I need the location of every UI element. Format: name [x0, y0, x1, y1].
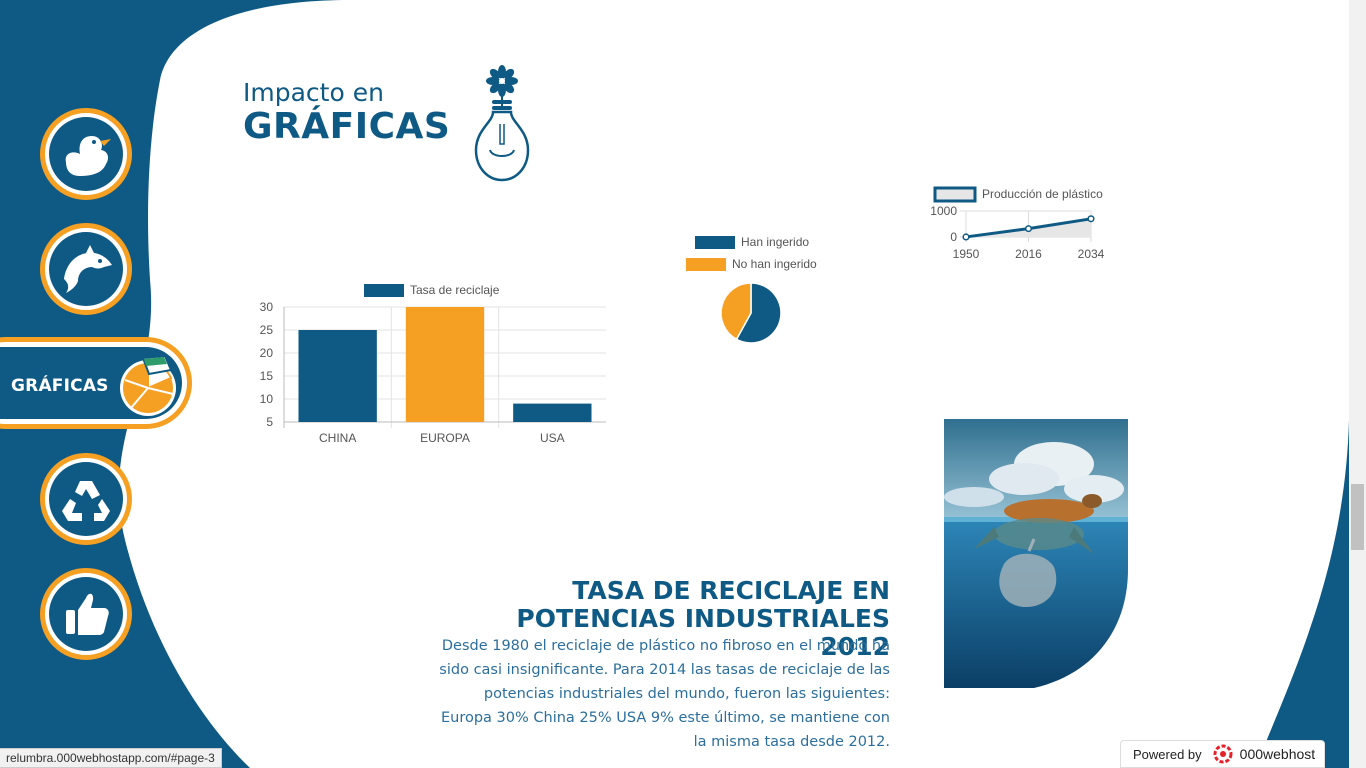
- scrollbar-thumb[interactable]: [1351, 484, 1364, 550]
- status-bar-url: relumbra.000webhostapp.com/#page-3: [0, 748, 222, 768]
- bar-x-tick: CHINA: [319, 431, 356, 445]
- bar-china: [298, 330, 377, 422]
- section-body-line: Desde 1980 el reciclaje de plástico no f…: [441, 638, 890, 654]
- powered-by-label: Powered by: [1133, 746, 1202, 762]
- powered-by-brand: 000webhost: [1239, 746, 1316, 762]
- bar-x-tick: USA: [540, 431, 565, 445]
- page-scrollbar[interactable]: [1349, 0, 1366, 768]
- line-point: [962, 233, 970, 241]
- line-legend-swatch: [933, 186, 977, 203]
- page-title: GRÁFICAS: [243, 106, 451, 147]
- recycle-icon: [62, 481, 110, 521]
- bar-y-tick: 15: [260, 369, 274, 383]
- nav-graficas-label: GRÁFICAS: [11, 376, 109, 396]
- bar-usa: [513, 403, 592, 422]
- line-legend-label: Producción de plástico: [982, 187, 1103, 201]
- page-subtitle: Impacto en: [243, 78, 384, 107]
- section-title-line-1: TASA DE RECICLAJE EN: [572, 576, 890, 605]
- duck-icon: [65, 136, 111, 176]
- bar-legend-swatch: [364, 284, 404, 297]
- bar-europa: [405, 307, 485, 422]
- pie-slice-1: [735, 282, 782, 344]
- recycling-bar-chart: Tasa de reciclaje 30 25 20 15 10 5 CHINA EUROP…: [260, 283, 606, 445]
- pie-legend-swatch-2: [686, 258, 726, 271]
- section-title: TASA DE RECICLAJE EN POTENCIAS INDUSTRIA…: [440, 577, 890, 661]
- nav-like-button[interactable]: [40, 568, 132, 660]
- line-point: [1024, 225, 1033, 233]
- ingestion-pie-chart: Han ingerido No han ingerido: [686, 235, 817, 344]
- pie-chart-icon: [120, 354, 176, 416]
- section-body-line: sido casi insignificante. Para 2014 las …: [439, 662, 890, 678]
- pie-legend-label-1: Han ingerido: [741, 235, 809, 249]
- thumbs-up-icon: [66, 593, 109, 635]
- nav-dolphin-button[interactable]: [40, 223, 132, 315]
- plastic-production-line-chart: Producción de plástico 1000 0 1950 2016 203…: [930, 186, 1105, 261]
- bar-y-tick: 10: [260, 392, 274, 406]
- section-body-line: la misma tasa desde 2012.: [693, 734, 890, 750]
- bar-y-tick: 20: [260, 346, 274, 360]
- line-x-tick: 2034: [1078, 247, 1105, 261]
- 000webhost-logo-icon: [1213, 744, 1233, 764]
- line-area: [966, 218, 1091, 237]
- sea-turtle-plastic-photo: [944, 419, 1128, 688]
- section-body: Desde 1980 el reciclaje de plástico no f…: [430, 634, 890, 754]
- line-y-tick: 1000: [930, 204, 957, 218]
- nav-recycle-button[interactable]: [40, 453, 132, 545]
- bar-x-tick: EUROPA: [420, 431, 470, 445]
- section-body-line: Europa 30% China 25% USA 9% este último,…: [440, 710, 890, 726]
- line-point: [1087, 215, 1095, 223]
- pie-legend-swatch-1: [695, 236, 735, 249]
- bar-y-tick: 25: [260, 323, 274, 337]
- powered-by-badge[interactable]: Powered by 000webhost: [1120, 740, 1325, 768]
- pie-legend-label-2: No han ingerido: [732, 257, 817, 271]
- section-title-line-2: POTENCIAS INDUSTRIALES 2012: [516, 604, 890, 661]
- bar-legend-label: Tasa de reciclaje: [410, 283, 500, 297]
- line-y-tick: 0: [950, 230, 957, 244]
- bar-y-tick: 5: [266, 415, 273, 429]
- lightbulb-flower-icon: [474, 65, 530, 182]
- nav-duck-button[interactable]: [40, 108, 132, 200]
- section-body-line: potencias industriales del mundo, fueron…: [483, 686, 890, 702]
- line-x-tick: 2016: [1015, 247, 1042, 261]
- dolphin-icon: [64, 245, 112, 293]
- right-wave: [1255, 420, 1349, 768]
- nav-graficas-button[interactable]: GRÁFICAS: [0, 337, 192, 429]
- line-x-tick: 1950: [953, 247, 980, 261]
- pie-slice-2: [720, 282, 752, 341]
- bar-y-tick: 30: [260, 300, 274, 314]
